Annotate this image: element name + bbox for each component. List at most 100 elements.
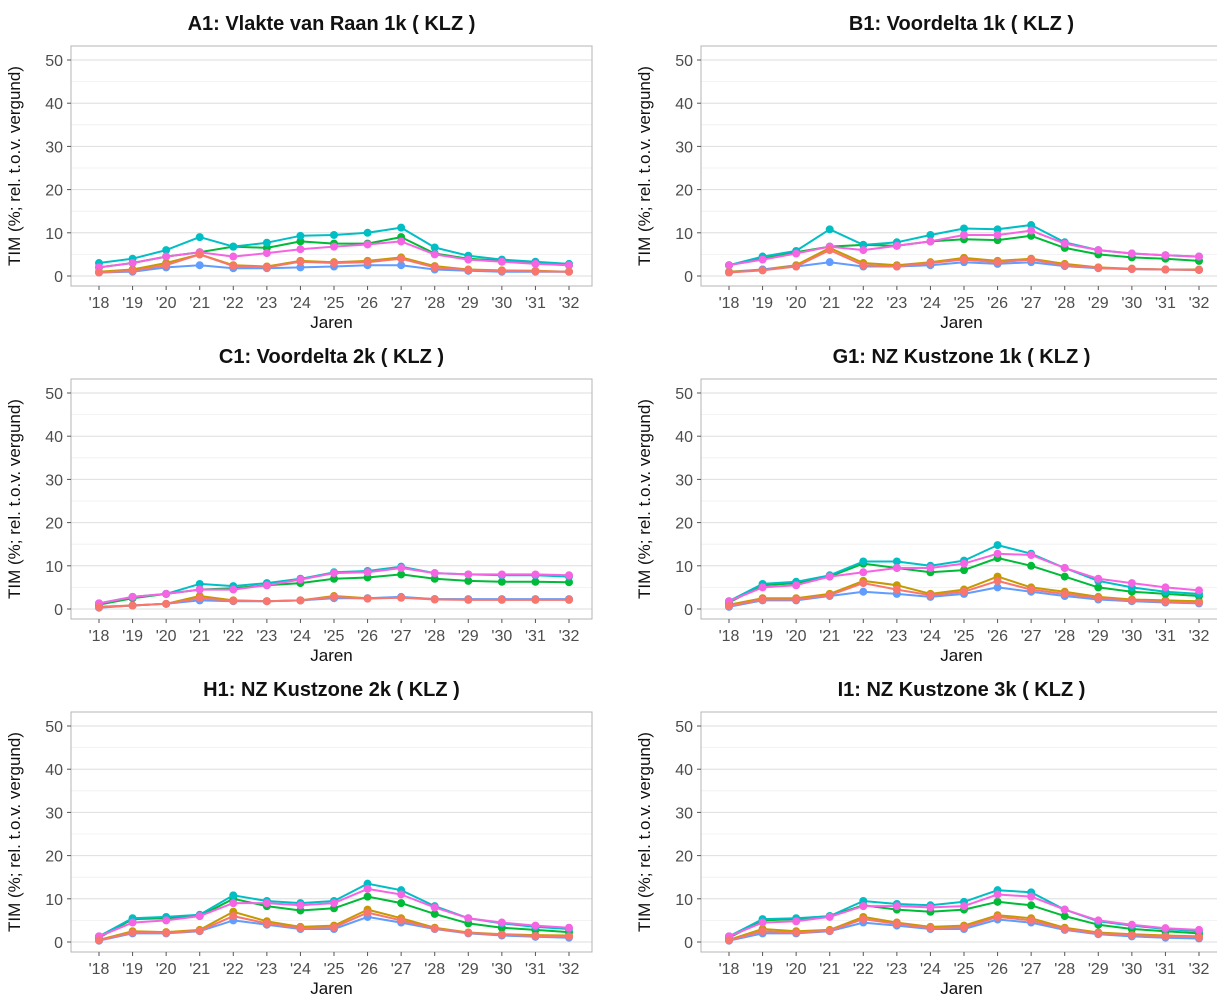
chart-panel: H1: NZ Kustzone 2k ( KLZ ) 0 10 20 30 40 50 '18… bbox=[0, 666, 600, 998]
data-point bbox=[825, 926, 834, 935]
y-tick-label: 30 bbox=[45, 805, 63, 822]
x-tick-label: '31 bbox=[1155, 295, 1176, 312]
x-tick-label: '27 bbox=[391, 961, 412, 978]
data-point bbox=[926, 903, 935, 912]
y-tick-label: 0 bbox=[684, 269, 693, 286]
y-tick-label: 20 bbox=[675, 849, 693, 866]
data-point bbox=[960, 559, 968, 568]
data-point bbox=[725, 268, 733, 277]
data-point bbox=[195, 912, 204, 921]
data-point bbox=[296, 257, 305, 266]
data-point bbox=[1094, 246, 1103, 255]
x-tick-label: '29 bbox=[1088, 628, 1109, 645]
x-tick-label: '27 bbox=[1021, 628, 1042, 645]
data-point bbox=[1195, 598, 1203, 607]
data-point bbox=[195, 926, 204, 935]
data-point bbox=[397, 237, 406, 246]
y-tick-label: 40 bbox=[45, 762, 63, 779]
x-tick-label: '24 bbox=[290, 961, 311, 978]
x-tick-label: '29 bbox=[458, 628, 479, 645]
data-point bbox=[565, 923, 573, 932]
data-point bbox=[531, 921, 540, 930]
x-tick-label: '19 bbox=[752, 295, 773, 312]
data-point bbox=[128, 592, 137, 601]
x-tick-label: '28 bbox=[1054, 628, 1075, 645]
data-point bbox=[464, 914, 473, 923]
x-tick-label: '26 bbox=[987, 295, 1008, 312]
chart-title: C1: Voordelta 2k ( KLZ ) bbox=[219, 346, 444, 368]
data-point bbox=[296, 237, 305, 246]
data-point bbox=[1027, 892, 1036, 901]
data-point bbox=[128, 266, 137, 275]
x-tick-label: '20 bbox=[786, 628, 807, 645]
data-point bbox=[195, 261, 204, 270]
x-tick-label: '18 bbox=[719, 295, 740, 312]
data-point bbox=[1195, 265, 1203, 274]
plot-frame bbox=[70, 45, 593, 287]
y-tick-label: 0 bbox=[54, 269, 63, 286]
y-tick-label: 10 bbox=[675, 892, 693, 909]
data-point bbox=[229, 585, 238, 594]
plot-frame bbox=[700, 378, 1217, 620]
data-point bbox=[363, 884, 372, 893]
data-point bbox=[262, 238, 271, 247]
data-point bbox=[397, 563, 406, 572]
data-point bbox=[758, 927, 767, 936]
x-tick-label: '31 bbox=[525, 628, 546, 645]
x-axis-label: Jaren bbox=[310, 646, 353, 665]
x-tick-label: '25 bbox=[324, 295, 345, 312]
data-point bbox=[464, 265, 473, 274]
y-tick-label: 40 bbox=[45, 429, 63, 446]
data-point bbox=[960, 587, 968, 596]
x-axis-label: Jaren bbox=[940, 646, 983, 665]
data-point bbox=[892, 919, 901, 928]
data-point bbox=[363, 568, 372, 577]
chart-svg: C1: Voordelta 2k ( KLZ ) 0 10 20 30 40 50 '18 '1… bbox=[5, 346, 593, 665]
data-point bbox=[397, 899, 406, 908]
data-point bbox=[565, 267, 573, 276]
x-tick-label: '24 bbox=[920, 961, 941, 978]
x-tick-label: '21 bbox=[819, 628, 840, 645]
data-point bbox=[725, 601, 733, 610]
x-tick-label: '32 bbox=[559, 961, 580, 978]
data-point bbox=[825, 591, 834, 600]
data-point bbox=[1195, 252, 1203, 261]
x-tick-label: '28 bbox=[424, 295, 445, 312]
x-tick-label: '24 bbox=[920, 628, 941, 645]
data-point bbox=[1127, 265, 1136, 274]
data-point bbox=[464, 595, 473, 604]
data-point bbox=[993, 890, 1002, 899]
x-tick-label: '26 bbox=[987, 628, 1008, 645]
data-point bbox=[363, 892, 372, 901]
y-axis-label: TIM (%; rel. t.o.v. vergund) bbox=[635, 732, 654, 932]
x-tick-label: '23 bbox=[256, 295, 277, 312]
data-point bbox=[229, 252, 238, 261]
x-tick-label: '19 bbox=[122, 628, 143, 645]
x-tick-label: '20 bbox=[786, 961, 807, 978]
x-tick-label: '24 bbox=[920, 295, 941, 312]
x-axis-label: Jaren bbox=[940, 979, 983, 998]
data-point bbox=[296, 231, 305, 240]
y-tick-label: 50 bbox=[45, 719, 63, 736]
data-point bbox=[792, 581, 801, 590]
y-tick-label: 10 bbox=[45, 559, 63, 576]
data-point bbox=[531, 267, 540, 276]
data-point bbox=[497, 257, 506, 266]
data-point bbox=[195, 585, 204, 594]
data-point bbox=[262, 581, 271, 590]
data-point bbox=[1027, 226, 1036, 235]
data-point bbox=[397, 223, 406, 232]
x-tick-label: '21 bbox=[819, 295, 840, 312]
x-axis-label: Jaren bbox=[310, 313, 353, 332]
data-point bbox=[162, 599, 171, 608]
data-point bbox=[430, 250, 439, 259]
data-point bbox=[1027, 585, 1036, 594]
y-axis-label: TIM (%; rel. t.o.v. vergund) bbox=[5, 732, 24, 932]
data-point bbox=[464, 255, 473, 264]
data-point bbox=[296, 245, 305, 254]
x-tick-label: '29 bbox=[458, 295, 479, 312]
data-point bbox=[725, 936, 733, 945]
y-tick-label: 10 bbox=[45, 892, 63, 909]
x-tick-label: '31 bbox=[1155, 961, 1176, 978]
x-tick-label: '19 bbox=[122, 961, 143, 978]
